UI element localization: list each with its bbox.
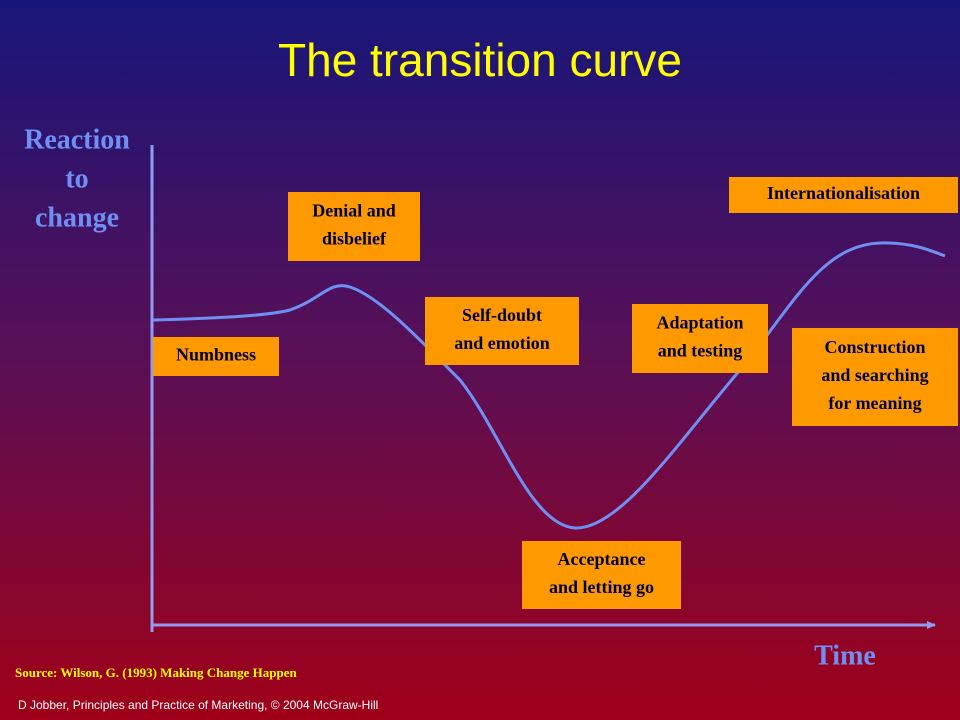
title: The transition curve	[278, 34, 682, 86]
stage-label: and testing	[658, 341, 743, 361]
stage-label: and searching	[821, 365, 928, 385]
stage-label: and emotion	[454, 333, 550, 353]
stage-label: for meaning	[828, 393, 921, 413]
stage-box	[288, 192, 420, 261]
stage-label: Internationalisation	[767, 183, 920, 203]
stage-label: Adaptation	[656, 313, 743, 333]
stage-box	[729, 177, 958, 213]
transition-curve	[152, 241, 946, 530]
x-axis-label: Time	[814, 640, 876, 671]
stage-label: Denial and	[312, 201, 396, 221]
stage-label: Self-doubt	[462, 305, 542, 325]
stage-boxes: Numbness Denial and disbelief Self-doubt and…	[153, 177, 958, 609]
stage-box	[632, 304, 768, 373]
y-axis-label: change	[35, 202, 119, 233]
stage-box	[522, 541, 681, 609]
stage-label: and letting go	[549, 577, 654, 597]
source: Source: Wilson, G. (1993) Making Change …	[15, 665, 297, 680]
stage-label: Numbness	[176, 345, 256, 365]
y-axis-label: to	[65, 163, 88, 194]
stage-label: disbelief	[322, 229, 387, 249]
stage-label: Construction	[824, 337, 925, 357]
stage-box	[153, 337, 279, 376]
stage-label: Acceptance	[558, 549, 646, 569]
stage-box	[425, 297, 579, 365]
stage-box	[792, 328, 958, 426]
footer: D Jobber, Principles and Practice of Mar…	[18, 698, 378, 712]
y-axis-label: Reaction	[24, 124, 130, 155]
